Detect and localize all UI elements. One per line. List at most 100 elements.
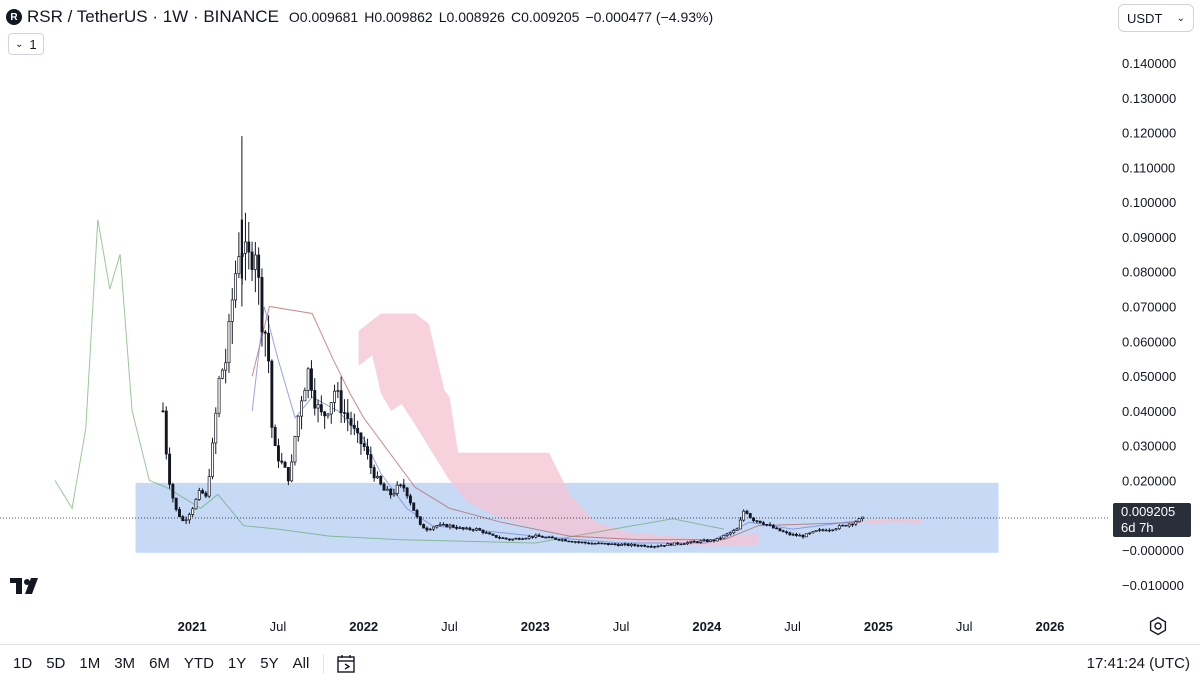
candle-body <box>778 528 782 532</box>
y-tick-label: 0.090000 <box>1122 230 1176 245</box>
candle <box>309 360 313 398</box>
candle-body <box>478 528 482 531</box>
y-tick-label: −0.010000 <box>1122 578 1184 593</box>
candle-body <box>643 544 647 547</box>
candle <box>758 520 762 524</box>
candle-body <box>366 446 369 455</box>
candle-body <box>270 360 274 428</box>
candle <box>785 530 788 535</box>
candle-body <box>197 490 201 500</box>
high-value: 0.009862 <box>374 9 433 25</box>
kijun-line <box>251 305 862 541</box>
x-tick-label: 2021 <box>178 619 207 634</box>
candle <box>537 533 541 537</box>
candle <box>841 524 845 527</box>
range-3m-button[interactable]: 3M <box>114 655 136 672</box>
range-1m-button[interactable]: 1M <box>79 655 101 672</box>
candle <box>405 487 409 499</box>
candle-body <box>352 424 356 429</box>
candle-body <box>580 541 584 544</box>
candle-body <box>379 475 383 485</box>
candle-body <box>692 540 696 543</box>
tradingview-logo[interactable] <box>10 576 44 601</box>
candle <box>326 412 330 419</box>
range-5y-button[interactable]: 5Y <box>260 655 279 672</box>
ohlc-low: L0.008926 <box>439 9 505 25</box>
candle-body <box>428 528 432 531</box>
y-tick-label: 0.020000 <box>1122 473 1176 488</box>
candle-body <box>527 536 531 539</box>
candle-body <box>781 530 785 533</box>
candle <box>610 543 614 545</box>
candle-body <box>372 467 376 479</box>
symbol-title[interactable]: RSR / TetherUS · 1W · BINANCE <box>27 7 279 26</box>
candle-body <box>748 513 752 519</box>
candle-body <box>187 514 191 521</box>
candle-body <box>432 526 435 530</box>
candle-body <box>593 543 597 545</box>
candle <box>659 543 663 547</box>
candle-body <box>550 536 554 539</box>
range-5d-button[interactable]: 5D <box>46 655 66 672</box>
candle-body <box>234 273 238 301</box>
gear-icon[interactable] <box>1148 616 1168 636</box>
candle <box>290 454 294 483</box>
candle <box>564 538 567 542</box>
candle-body <box>735 528 739 531</box>
candle <box>197 487 201 501</box>
candle <box>392 488 396 497</box>
candle <box>603 542 607 545</box>
candle-body <box>686 542 690 545</box>
candle-body <box>514 538 518 540</box>
candle-body <box>616 544 620 547</box>
candle <box>300 395 304 430</box>
candle <box>808 532 812 536</box>
candle <box>616 543 620 547</box>
candle <box>547 535 551 539</box>
calendar-goto-icon[interactable] <box>336 653 358 675</box>
candle-body <box>448 524 452 528</box>
candle <box>851 523 854 527</box>
range-1y-button[interactable]: 1Y <box>227 655 247 672</box>
candle-body <box>557 539 561 541</box>
candle <box>666 542 670 547</box>
range-all-button[interactable]: All <box>292 655 310 672</box>
price-chart[interactable]: 0.140000 0.130000 0.120000 0.110000 0.100000… <box>0 0 1200 644</box>
y-tick-label: 0.070000 <box>1122 300 1176 315</box>
range-ytd-button[interactable]: YTD <box>183 655 214 672</box>
indicator-legend-toggle[interactable]: ⌄ 1 <box>8 33 44 55</box>
candle-body <box>178 509 181 517</box>
candle <box>719 536 723 541</box>
candle <box>214 407 218 455</box>
candle <box>224 348 228 384</box>
range-1d-button[interactable]: 1D <box>13 655 33 672</box>
candle <box>593 542 597 545</box>
candle <box>425 526 429 532</box>
price-change: −0.000477 (−4.93%) <box>585 9 714 25</box>
candle <box>402 478 406 492</box>
candle <box>422 523 426 529</box>
candle-body <box>583 541 587 544</box>
candle-body <box>217 377 221 414</box>
candle-body <box>771 525 775 529</box>
currency-select[interactable]: USDT ⌄ <box>1118 4 1194 32</box>
candle-body <box>171 483 175 499</box>
candle <box>514 537 518 540</box>
open-label: O <box>288 9 300 25</box>
candle <box>260 268 264 347</box>
candle-body <box>534 534 538 538</box>
candle-body <box>521 538 525 540</box>
candle <box>834 527 838 531</box>
utc-clock[interactable]: 17:41:24 (UTC) <box>1086 655 1190 672</box>
candle-body <box>283 461 287 468</box>
x-tick-label: Jul <box>956 619 973 634</box>
candle <box>623 542 627 547</box>
range-6m-button[interactable]: 6M <box>149 655 170 672</box>
candle-body <box>375 475 379 479</box>
candle <box>824 528 828 532</box>
candle <box>818 527 821 533</box>
currency-value: USDT <box>1127 10 1163 26</box>
candle <box>283 460 287 468</box>
candle-body <box>636 545 640 547</box>
time-axis[interactable]: 2021 Jul 2022 Jul 2023 Jul 2024 Jul 2025 Jul 2026 <box>178 619 1065 634</box>
